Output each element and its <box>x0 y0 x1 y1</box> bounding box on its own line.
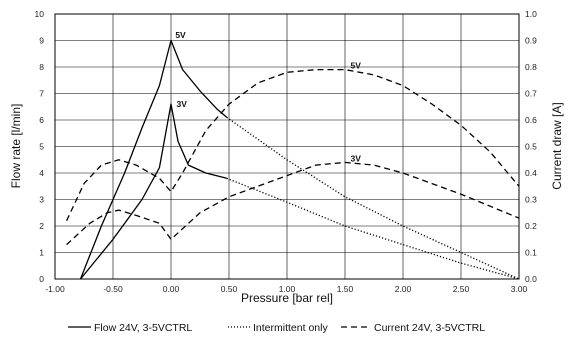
y-left-tick-label: 9 <box>39 36 44 46</box>
y-left-tick-label: 0 <box>39 274 44 284</box>
right-axis-title: Current draw [A] <box>550 102 564 189</box>
y-right-tick-label: 0.0 <box>525 274 537 284</box>
y-right-tick-label: 1.0 <box>525 9 537 19</box>
series-label: 3V <box>176 99 187 109</box>
y-right-tick-label: 0.7 <box>525 89 537 99</box>
x-tick-label: -0.50 <box>103 284 123 294</box>
y-right-tick-label: 0.5 <box>525 142 537 152</box>
y-left-tick-label: 3 <box>39 195 44 205</box>
x-tick-label: 3.00 <box>511 284 528 294</box>
x-tick-label: 1.00 <box>279 284 296 294</box>
legend-flow-label: Flow 24V, 3-5VCTRL <box>94 322 192 334</box>
flow-5v-dotted-line <box>226 116 520 280</box>
y-left-tick-label: 10 <box>35 9 45 19</box>
chart-series <box>66 39 520 280</box>
x-axis-title: Pressure [bar rel] <box>241 291 333 305</box>
y-left-tick-label: 4 <box>39 168 44 178</box>
y-left-tick-label: 8 <box>39 62 44 72</box>
y-right-tick-label: 0.8 <box>525 62 537 72</box>
left-axis-title: Flow rate [l/min] <box>9 104 23 189</box>
x-tick-label: 0.00 <box>163 284 180 294</box>
y-left-tick-label: 2 <box>39 221 44 231</box>
current-5v-dashed-line <box>66 68 520 221</box>
flow-5v-solid-line <box>79 39 228 280</box>
series-label: 5V <box>350 61 361 71</box>
x-tick-label: 2.50 <box>453 284 470 294</box>
y-left-tick-label: 5 <box>39 142 44 152</box>
y-left-tick-label: 7 <box>39 89 44 99</box>
x-tick-label: 2.00 <box>395 284 412 294</box>
y-right-tick-label: 0.3 <box>525 195 537 205</box>
flow-3v-solid-line <box>79 103 227 280</box>
y-right-tick-label: 0.6 <box>525 115 537 125</box>
chart-annotations: 5V 3V 5V 3V <box>175 30 361 163</box>
chart-grid <box>54 13 520 280</box>
y-right-tick-label: 0.1 <box>525 248 537 258</box>
x-tick-label: 0.50 <box>221 284 238 294</box>
series-label: 3V <box>350 153 361 163</box>
x-tick-label: 1.50 <box>337 284 354 294</box>
y-right-tick-label: 0.4 <box>525 168 537 178</box>
chart-legend: Flow 24V, 3-5VCTRL Intermittent only Cur… <box>68 322 485 334</box>
series-label: 5V <box>175 30 186 40</box>
y-right-tick-label: 0.2 <box>525 221 537 231</box>
legend-intermittent-label: Intermittent only <box>253 322 328 334</box>
y-right-tick-label: 0.9 <box>525 36 537 46</box>
y-left-tick-label: 6 <box>39 115 44 125</box>
plot-frame <box>54 13 520 280</box>
current-3v-dashed-line <box>66 161 520 246</box>
x-tick-label: -1.00 <box>45 284 65 294</box>
legend-current-label: Current 24V, 3-5VCTRL <box>374 322 485 334</box>
chart-ticks: -1.00 -0.50 0.00 0.50 1.00 1.50 2.00 2.50 3.00 0 1… <box>35 9 538 294</box>
y-left-tick-label: 1 <box>39 248 44 258</box>
flow-3v-dotted-line <box>226 177 520 280</box>
